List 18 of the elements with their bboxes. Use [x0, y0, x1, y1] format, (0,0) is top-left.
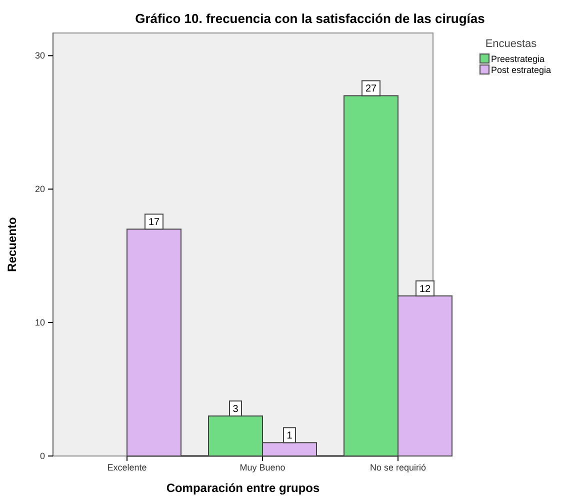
y-tick-label: 30	[34, 50, 45, 61]
legend-title: Encuestas	[485, 38, 538, 50]
x-tick-label: Muy Bueno	[240, 462, 286, 472]
data-label: 12	[419, 284, 431, 295]
y-tick-label: 0	[40, 450, 45, 461]
y-tick-label: 20	[34, 184, 45, 194]
data-label: 1	[286, 430, 293, 442]
data-label: 27	[365, 84, 377, 95]
x-tick-label: No se requirió	[370, 462, 426, 472]
legend-label: Post estrategia	[491, 65, 552, 75]
y-tick-label: 10	[34, 317, 45, 328]
data-label: 3	[232, 404, 239, 415]
legend-label: Preestrategia	[491, 54, 545, 64]
data-label: 17	[148, 217, 160, 228]
x-tick-label: Excelente	[107, 462, 147, 472]
y-axis-title: Recuento	[5, 217, 19, 272]
chart-title: Gráfico 10. frecuencia con la satisfacción de las cirugías	[135, 11, 485, 26]
x-axis-title: Comparación entre grupos	[166, 481, 320, 495]
